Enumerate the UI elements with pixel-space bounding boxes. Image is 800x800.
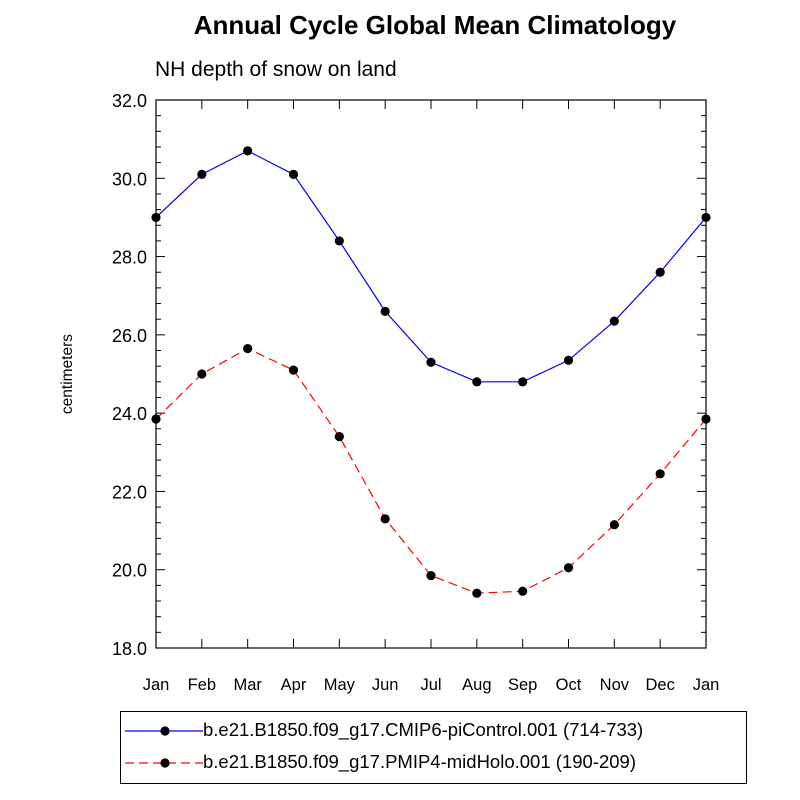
series-0-point (151, 212, 161, 223)
legend-label-midholo: b.e21.B1850.f09_g17.PMIP4-midHolo.001 (1… (203, 751, 636, 772)
series-1-point (472, 588, 482, 598)
series-1-point (151, 414, 161, 424)
series-0-point (472, 377, 482, 387)
x-tick-label: Dec (645, 676, 674, 694)
series-1-point (701, 414, 711, 424)
series-0-point (563, 355, 574, 365)
series-0-point (426, 357, 436, 367)
series-1-point (288, 365, 299, 375)
series-1-point (563, 563, 574, 573)
x-tick-label: Jun (372, 676, 399, 694)
legend-item-midholo: b.e21.B1850.f09_g17.PMIP4-midHolo.001 (1… (121, 748, 746, 778)
series-0-point (380, 306, 390, 316)
x-tick-label: Jan (143, 676, 170, 694)
series-1-point (518, 586, 528, 596)
series-1-point (243, 343, 253, 354)
series-1-point (609, 520, 619, 530)
legend: b.e21.B1850.f09_g17.CMIP6-piControl.001 … (120, 711, 747, 784)
legend-item-picontrol: b.e21.B1850.f09_g17.CMIP6-piControl.001 … (121, 716, 746, 746)
x-tick-label: Jan (693, 676, 720, 694)
y-axis-label: centimeters (59, 334, 76, 414)
y-tick-label: 22.0 (112, 482, 147, 502)
x-tick-label: Sep (508, 676, 537, 694)
y-tick-label: 28.0 (112, 248, 147, 268)
series-0-point (288, 169, 299, 179)
y-tick-label: 30.0 (112, 169, 147, 189)
x-tick-label: Oct (556, 676, 582, 694)
series-0-point (609, 316, 619, 326)
legend-swatch-picontrol (125, 726, 203, 736)
y-tick-label: 18.0 (112, 639, 147, 659)
legend-marker (160, 726, 170, 736)
series-1-point (426, 570, 436, 581)
x-tick-label: Nov (600, 676, 630, 694)
y-tick-label: 26.0 (112, 326, 147, 346)
series-1-point (197, 369, 207, 379)
series-0-point (518, 377, 528, 387)
legend-label-picontrol: b.e21.B1850.f09_g17.CMIP6-piControl.001 … (203, 719, 644, 740)
legend-marker (160, 758, 170, 768)
series-line-0 (155, 150, 707, 383)
series-1-point (334, 432, 344, 442)
chart-subtitle: NH depth of snow on land (155, 58, 397, 81)
x-tick-label: Jul (420, 676, 441, 694)
y-tick-label: 24.0 (112, 404, 147, 424)
x-tick-label: Mar (233, 676, 262, 694)
plot-frame (155, 99, 707, 649)
series-1-point (655, 469, 665, 479)
x-tick-label: May (324, 676, 356, 694)
legend-swatch-midholo (125, 758, 203, 768)
x-tick-label: Apr (281, 676, 307, 694)
y-tick-label: 32.0 (112, 91, 147, 111)
x-tick-label: Aug (462, 676, 491, 694)
x-tick-label: Feb (188, 676, 216, 694)
y-tick-label: 20.0 (112, 561, 147, 581)
series-0-point (243, 146, 253, 156)
series-0-point (655, 267, 665, 277)
series-0-point (334, 236, 344, 246)
chart-title: Annual Cycle Global Mean Climatology (193, 10, 677, 40)
series-1-point (380, 514, 390, 524)
series-line-1 (155, 347, 707, 594)
series-0-point (701, 212, 711, 223)
series-0-point (197, 169, 207, 179)
